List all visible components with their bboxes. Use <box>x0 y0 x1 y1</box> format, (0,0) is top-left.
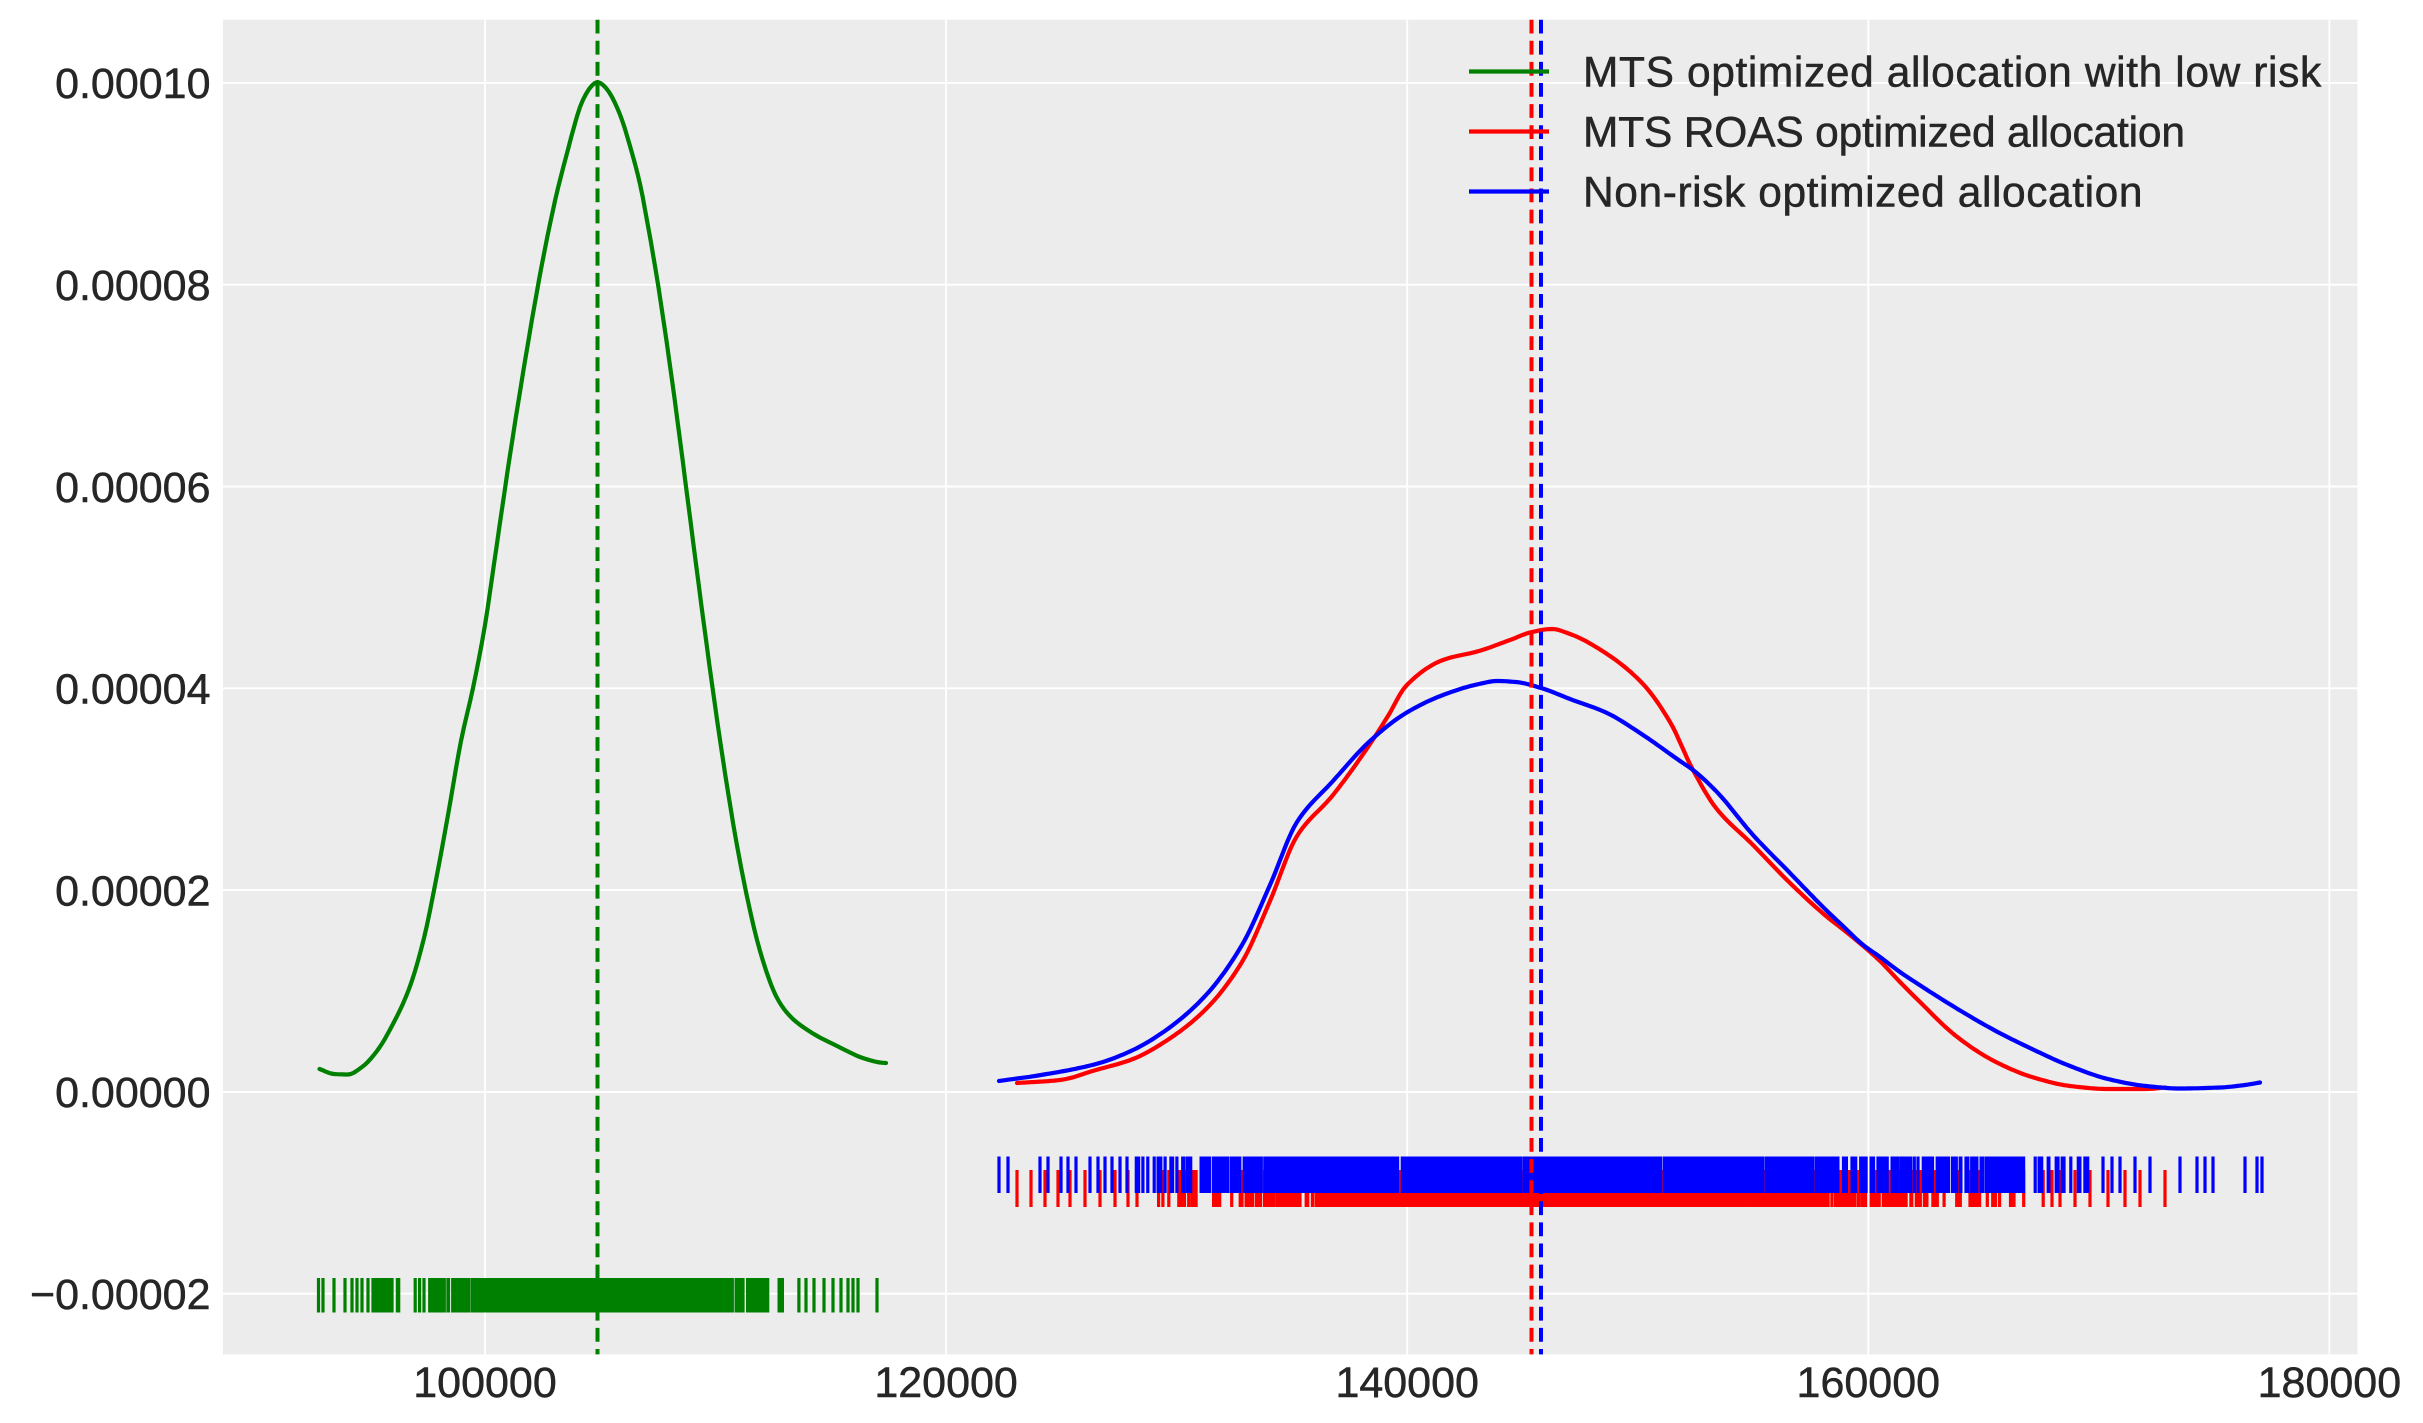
svg-text:MTS optimized allocation with: MTS optimized allocation with low risk <box>1583 50 2322 97</box>
svg-text:−0.00002: −0.00002 <box>30 1271 211 1319</box>
svg-text:0.00000: 0.00000 <box>55 1069 210 1117</box>
svg-text:140000: 140000 <box>1335 1359 1479 1407</box>
svg-text:100000: 100000 <box>413 1359 557 1407</box>
svg-text:180000: 180000 <box>2258 1359 2402 1407</box>
svg-text:120000: 120000 <box>874 1359 1018 1407</box>
svg-text:0.00008: 0.00008 <box>55 262 210 310</box>
svg-text:MTS ROAS optimized allocation: MTS ROAS optimized allocation <box>1583 110 2185 157</box>
svg-text:0.00006: 0.00006 <box>55 464 210 512</box>
svg-text:Non-risk optimized allocation: Non-risk optimized allocation <box>1583 170 2143 217</box>
svg-text:0.00002: 0.00002 <box>55 867 210 915</box>
svg-text:0.00004: 0.00004 <box>55 666 210 714</box>
svg-text:160000: 160000 <box>1797 1359 1941 1407</box>
svg-text:0.00010: 0.00010 <box>55 60 210 108</box>
